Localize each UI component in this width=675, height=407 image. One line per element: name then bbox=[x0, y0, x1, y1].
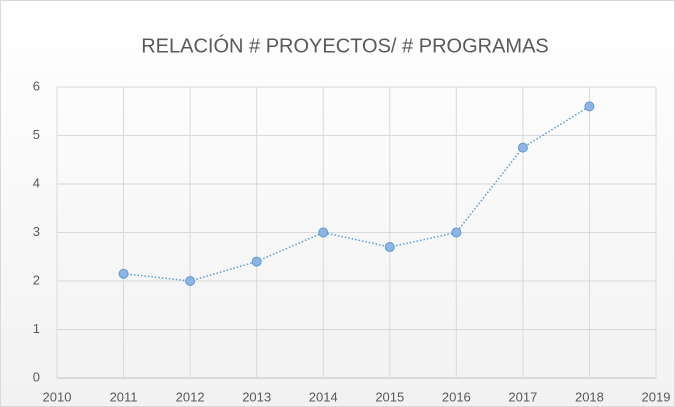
y-tick-label: 5 bbox=[33, 127, 40, 142]
data-point bbox=[251, 256, 262, 267]
y-tick-label: 1 bbox=[33, 321, 40, 336]
data-point bbox=[318, 227, 329, 238]
x-tick-label: 2016 bbox=[442, 389, 471, 404]
chart-title: RELACIÓN # PROYECTOS/ # PROGRAMAS bbox=[141, 34, 549, 57]
data-point bbox=[517, 142, 528, 153]
data-point bbox=[584, 101, 595, 112]
y-tick-label: 4 bbox=[33, 175, 40, 190]
y-tick-label: 2 bbox=[33, 272, 40, 287]
y-tick-label: 0 bbox=[33, 369, 40, 384]
x-tick-label: 2019 bbox=[642, 389, 671, 404]
x-tick-label: 2018 bbox=[575, 389, 604, 404]
series-line bbox=[123, 105, 590, 282]
data-point bbox=[118, 268, 129, 279]
x-tick-label: 2011 bbox=[110, 389, 138, 404]
y-tick-label: 6 bbox=[33, 78, 40, 93]
data-point bbox=[185, 276, 196, 286]
data-point bbox=[384, 242, 395, 253]
x-tick-label: 2014 bbox=[309, 389, 338, 404]
x-tick-label: 2010 bbox=[43, 389, 72, 404]
x-tick-label: 2015 bbox=[375, 389, 404, 404]
x-tick-label: 2013 bbox=[242, 389, 271, 404]
y-tick-label: 3 bbox=[33, 224, 40, 239]
x-tick-label: 2017 bbox=[508, 389, 537, 404]
data-point bbox=[451, 227, 462, 238]
x-tick-label: 2012 bbox=[176, 389, 205, 404]
marks bbox=[118, 101, 595, 286]
